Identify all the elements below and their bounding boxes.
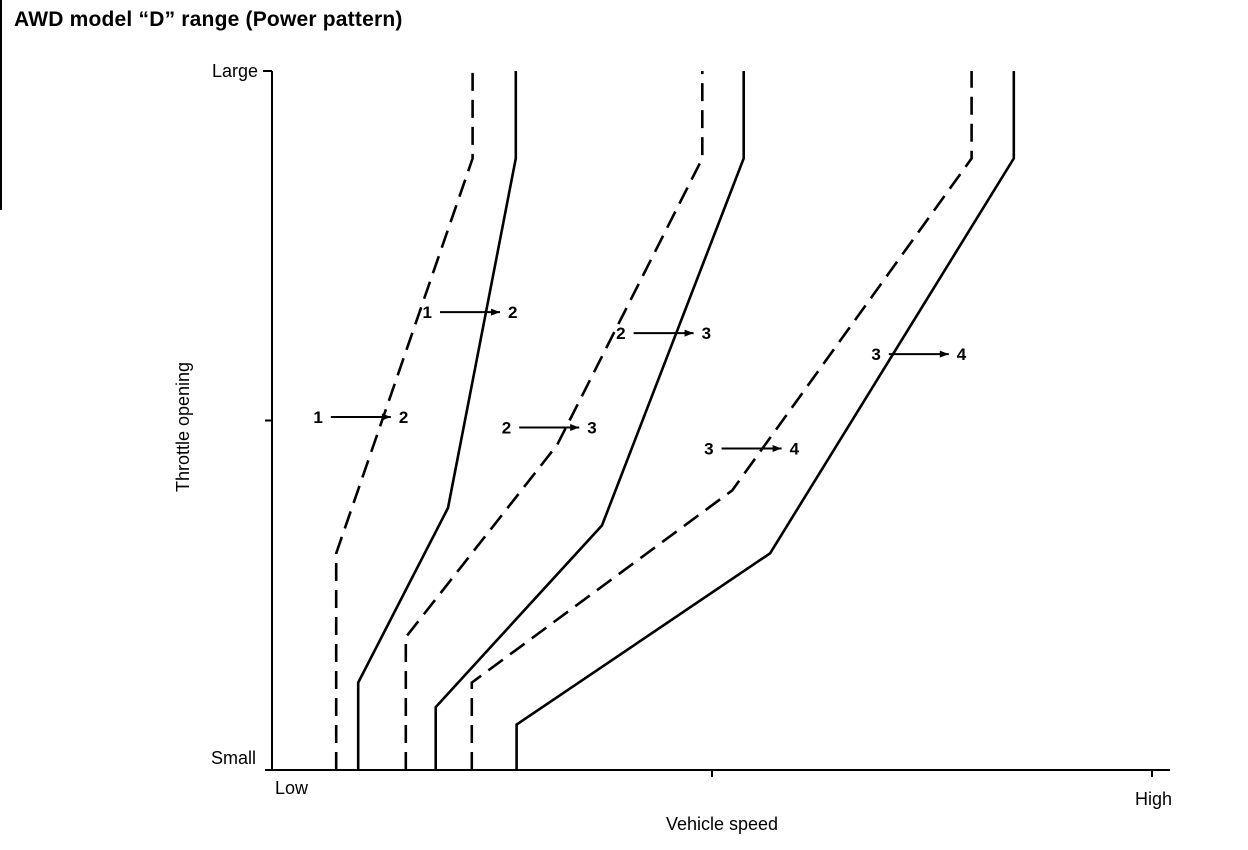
shift-arrow-head xyxy=(939,350,949,358)
y-axis-title: Throttle opening xyxy=(173,362,193,492)
shift-from-label: 3 xyxy=(871,345,880,364)
upshift-line-2 xyxy=(356,71,518,770)
shift-to-label: 3 xyxy=(587,418,596,437)
shift-to-label: 2 xyxy=(508,303,517,322)
shift-from-label: 1 xyxy=(313,408,322,427)
shift-arrow-head xyxy=(570,423,580,431)
downshift-line-5 xyxy=(470,71,973,770)
downshift-line-3 xyxy=(404,71,704,770)
x-tick-label-low: Low xyxy=(275,778,309,798)
annotation-layer: 1 21 22 32 33 43 4 xyxy=(313,303,966,458)
shift-to-label: 3 xyxy=(702,324,711,343)
shift-from-label: 3 xyxy=(704,439,713,458)
x-tick-label-high: High xyxy=(1135,789,1172,809)
chart-title: AWD model “D” range (Power pattern) xyxy=(14,8,403,31)
series-layer xyxy=(334,71,1016,770)
shift-to-label: 2 xyxy=(399,408,408,427)
shift-arrow-head xyxy=(772,444,782,452)
y-tick-label-large: Large xyxy=(212,61,258,81)
y-tick-label-small: Small xyxy=(211,748,256,768)
page-border xyxy=(0,0,2,210)
shift-arrow-head xyxy=(381,413,391,421)
shift-from-label: 1 xyxy=(423,303,432,322)
axes xyxy=(263,70,1170,777)
x-axis-title: Vehicle speed xyxy=(666,814,778,834)
shift-arrow-head xyxy=(684,329,694,337)
upshift-line-4 xyxy=(434,71,746,770)
shift-to-label: 4 xyxy=(790,439,800,458)
shift-from-label: 2 xyxy=(502,418,511,437)
shift-to-label: 4 xyxy=(957,345,967,364)
shift-from-label: 2 xyxy=(616,324,625,343)
shift-arrow-head xyxy=(491,308,500,316)
upshift-line-6 xyxy=(515,71,1016,770)
downshift-line-1 xyxy=(334,71,474,770)
